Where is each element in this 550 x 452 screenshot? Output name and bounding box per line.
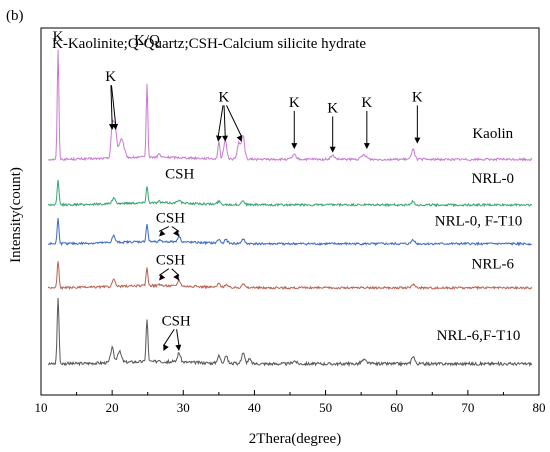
annotation-arrowhead: [222, 135, 229, 142]
annotation-arrowhead: [173, 229, 180, 237]
peak-annotation: CSH: [165, 166, 194, 182]
series-line-4: [47, 261, 533, 291]
annotation-arrowhead: [329, 146, 336, 153]
series-line-1: [47, 49, 533, 162]
peak-annotation: K: [327, 100, 338, 116]
annotation-arrow: [226, 105, 243, 137]
axis-layer: 10 20 30 40 50 60 70 80: [35, 390, 546, 415]
x-tick-label: 20: [106, 400, 119, 415]
peak-annotation: K: [53, 29, 64, 45]
x-axis-label: 2Thera(degree): [249, 431, 341, 447]
series-label: Kaolin: [472, 126, 513, 142]
annotation-arrowhead: [159, 273, 166, 281]
annotation-arrowhead: [215, 135, 222, 142]
x-tick-label: 60: [390, 400, 403, 415]
annotation-arrow: [176, 329, 180, 347]
x-tick-label: 70: [461, 400, 474, 415]
peak-annotation: K: [412, 89, 423, 105]
x-tick-label: 40: [248, 400, 261, 415]
annotation-arrow: [158, 226, 170, 232]
peak-annotation: K/Q: [134, 33, 160, 49]
legend-text: K-Kaolinite;Q-Quartz;CSH-Calcium silicit…: [52, 36, 366, 52]
annotation-arrowhead: [159, 230, 166, 237]
series-layer: [47, 49, 533, 368]
x-tick-label: 30: [177, 400, 190, 415]
peak-annotation: CSH: [156, 253, 185, 269]
annotation-arrow: [217, 105, 224, 137]
annotation-arrowhead: [363, 143, 370, 150]
annotation-arrow: [223, 105, 226, 137]
annotation-arrowhead: [291, 143, 298, 150]
annotation-arrowhead: [236, 135, 243, 142]
peak-annotation: CSH: [162, 313, 191, 329]
series-line-5: [47, 298, 533, 368]
series-line-2: [47, 179, 533, 208]
series-line-3: [47, 218, 533, 247]
annotation-arrowhead: [112, 123, 119, 131]
series-label: NRL-6,F-T10: [437, 328, 521, 344]
peak-annotation: CSH: [156, 211, 185, 227]
annotation-arrowhead: [175, 344, 182, 351]
peak-annotation: K: [105, 69, 116, 85]
peak-annotation: K: [289, 95, 300, 111]
x-tick-label: 80: [533, 400, 546, 415]
annotation-arrowhead: [414, 137, 421, 144]
annotation-arrowhead: [163, 344, 169, 351]
peak-annotation: K: [361, 95, 372, 111]
annotation-arrow: [110, 85, 117, 126]
x-tick-label: 10: [35, 400, 48, 415]
panel-label: (b): [6, 8, 24, 24]
annotation-layer: Kaolin NRL-0 NRL-0, F-T10 NRL-6 NRL-6,F-T10 K…: [53, 29, 523, 351]
series-label: NRL-6: [472, 256, 515, 272]
annotation-arrow: [162, 328, 175, 347]
annotation-arrowhead: [173, 273, 180, 281]
series-label: NRL-0, F-T10: [435, 213, 523, 229]
annotation-arrow: [110, 85, 113, 126]
x-tick-label: 50: [319, 400, 332, 415]
y-axis-label: Intensity(count): [8, 167, 24, 263]
peak-annotation: K: [218, 89, 229, 105]
series-label: NRL-0: [472, 171, 515, 187]
